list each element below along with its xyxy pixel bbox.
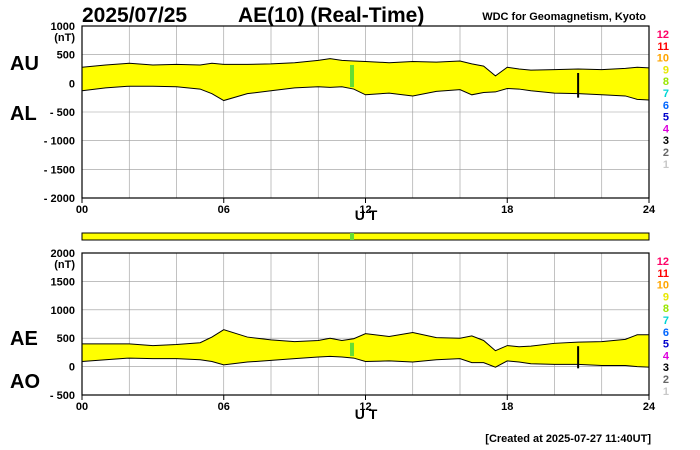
x-tick-label: 12 <box>359 204 371 216</box>
y-tick-label: 0 <box>69 362 75 374</box>
x-tick-label: 24 <box>643 204 656 216</box>
legend-station-1: 1 <box>663 159 669 171</box>
y-axis-unit-label: (nT) <box>54 32 75 44</box>
series-line-ao <box>81 355 650 368</box>
x-tick-label: 12 <box>359 401 371 413</box>
y-tick-label: - 500 <box>50 390 75 402</box>
legend-station-10: 10 <box>657 280 669 292</box>
chart-date: 2025/07/25 <box>82 4 188 27</box>
series-line-ae <box>82 329 649 352</box>
series-line-au <box>81 58 650 77</box>
legend-station-4: 4 <box>663 123 670 135</box>
x-tick-label: 06 <box>218 204 230 216</box>
data-availability-gap <box>350 233 354 240</box>
ao-label: AO <box>10 371 40 393</box>
y-axis-unit-label: (nT) <box>54 259 75 271</box>
bottom-area-fill <box>82 329 649 368</box>
legend-station-10: 10 <box>657 53 669 65</box>
legend-station-7: 7 <box>663 315 669 327</box>
chart-title: AE(10) (Real-Time) <box>238 4 425 27</box>
x-tick-label: 00 <box>76 401 88 413</box>
au-label: AU <box>10 53 39 75</box>
legend-station-4: 4 <box>663 350 670 362</box>
al-label: AL <box>10 103 37 125</box>
series-line-al <box>81 85 650 102</box>
y-tick-label: 0 <box>69 78 75 90</box>
legend-station-8: 8 <box>663 76 669 88</box>
x-tick-label: 18 <box>501 204 513 216</box>
legend-station-12: 12 <box>657 29 669 41</box>
legend-station-2: 2 <box>663 374 669 386</box>
y-tick-label: 500 <box>57 50 75 62</box>
legend-station-3: 3 <box>663 135 669 147</box>
legend-station-11: 11 <box>657 41 669 53</box>
legend-station-11: 11 <box>657 268 669 280</box>
x-axis-label: U T <box>355 406 378 422</box>
x-axis-label: U T <box>355 207 378 223</box>
y-tick-label: - 1000 <box>44 136 75 148</box>
x-tick-label: 24 <box>643 401 656 413</box>
legend-station-6: 6 <box>663 100 669 112</box>
legend-station-9: 9 <box>663 64 669 76</box>
y-tick-label: - 500 <box>50 107 75 119</box>
y-tick-label: 1500 <box>51 276 75 288</box>
x-tick-label: 06 <box>218 401 230 413</box>
x-tick-label: 18 <box>501 401 513 413</box>
y-tick-label: 1000 <box>51 21 75 33</box>
legend-station-12: 12 <box>657 256 669 268</box>
legend-station-6: 6 <box>663 327 669 339</box>
ae-label: AE <box>10 328 38 350</box>
x-tick-label: 00 <box>76 204 88 216</box>
legend-station-8: 8 <box>663 303 669 315</box>
top-area-fill <box>82 58 649 101</box>
legend-station-7: 7 <box>663 88 669 100</box>
y-tick-label: 500 <box>57 333 75 345</box>
data-availability-bar <box>81 232 650 241</box>
y-tick-label: 1000 <box>51 305 75 317</box>
data-source-label: WDC for Geomagnetism, Kyoto <box>482 11 646 23</box>
y-tick-label: - 2000 <box>44 193 75 205</box>
legend-station-3: 3 <box>663 362 669 374</box>
created-timestamp: [Created at 2025-07-27 11:40UT] <box>485 433 651 445</box>
legend-station-5: 5 <box>663 339 669 351</box>
legend-station-9: 9 <box>663 291 669 303</box>
y-tick-label: 2000 <box>51 248 75 260</box>
legend-station-5: 5 <box>663 112 669 124</box>
legend-station-2: 2 <box>663 147 669 159</box>
y-tick-label: - 1500 <box>44 164 75 176</box>
legend-station-1: 1 <box>663 386 669 398</box>
